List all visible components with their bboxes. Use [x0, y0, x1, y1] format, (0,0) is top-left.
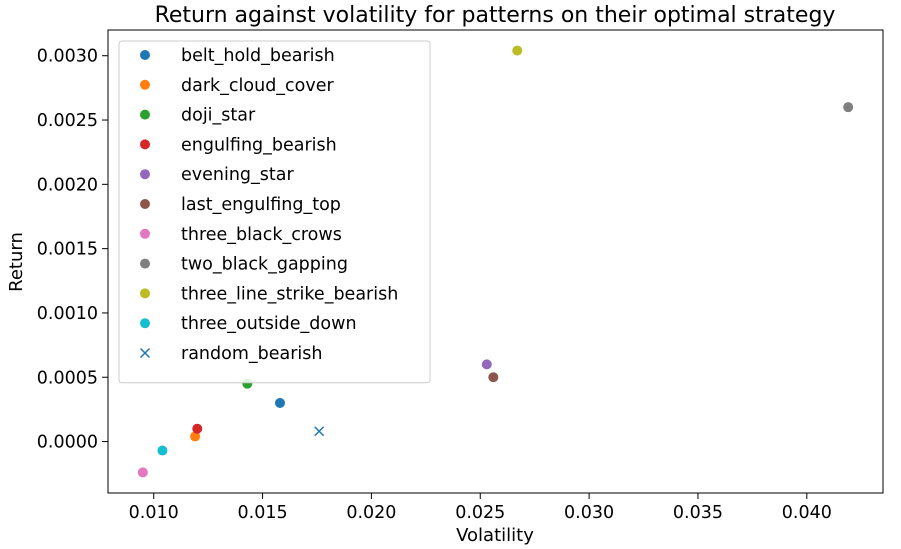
- legend-marker: [140, 318, 150, 329]
- legend-marker: [140, 169, 150, 180]
- legend: belt_hold_bearish dark_cloud_cover doji_st…: [118, 40, 431, 384]
- legend-entry: last_engulfing_top: [181, 195, 341, 215]
- y-axis-label: Return: [6, 232, 27, 292]
- chart-title: Return against volatility for patterns o…: [155, 3, 836, 28]
- legend-entry: three_line_strike_bearish: [181, 284, 398, 304]
- x-tick-label: 0.020: [346, 503, 396, 523]
- x-tick-label: 0.040: [782, 503, 832, 523]
- y-tick-label: 0.0020: [37, 175, 98, 195]
- point-random-bearish: [314, 426, 325, 437]
- legend-entry: three_outside_down: [181, 314, 357, 334]
- legend-marker: [140, 109, 150, 120]
- y-tick-label: 0.0005: [37, 368, 98, 388]
- x-axis-label: Volatility: [456, 525, 534, 546]
- x-axis: 0.010 0.015 0.020 0.025 0.030 0.035 0.040: [129, 493, 832, 523]
- x-tick-label: 0.030: [564, 503, 614, 523]
- point-evening-star: [481, 359, 492, 370]
- legend-entry: belt_hold_bearish: [181, 46, 335, 66]
- legend-entry: two_black_gapping: [181, 255, 348, 275]
- y-axis: 0.0000 0.0005 0.0010 0.0015 0.0020 0.0025 0.00…: [37, 47, 108, 453]
- point-three-outside-down: [157, 445, 168, 456]
- legend-marker: [140, 79, 150, 90]
- point-engulfing-bearish: [192, 423, 203, 434]
- legend-entry: engulfing_bearish: [181, 135, 337, 155]
- legend-entry: evening_star: [181, 165, 294, 185]
- legend-marker: [140, 50, 150, 60]
- legend-marker: [140, 288, 150, 299]
- x-tick-label: 0.035: [673, 503, 723, 523]
- legend-entry: three_black_crows: [181, 225, 342, 245]
- point-three-line-strike-bearish: [512, 45, 523, 56]
- legend-marker: [140, 199, 150, 209]
- y-tick-label: 0.0025: [37, 111, 98, 131]
- x-tick-label: 0.010: [129, 503, 179, 523]
- legend-entry: dark_cloud_cover: [181, 76, 335, 96]
- legend-marker: [140, 258, 150, 269]
- plot-frame: [107, 29, 884, 494]
- point-belt-hold-bearish: [274, 397, 285, 408]
- point-dark-cloud-cover: [190, 431, 201, 442]
- x-tick-label: 0.015: [238, 503, 288, 523]
- y-tick-label: 0.0015: [37, 240, 98, 260]
- point-last-engulfing-top: [488, 372, 499, 383]
- y-tick-label: 0.0000: [37, 433, 98, 453]
- y-tick-label: 0.0010: [37, 304, 98, 324]
- legend-marker: [140, 139, 150, 150]
- legend-entry: doji_star: [181, 106, 256, 126]
- plot-layer: [137, 45, 854, 478]
- point-three-black-crows: [137, 467, 148, 478]
- legend-box: [118, 40, 431, 384]
- point-two-black-gapping: [843, 102, 854, 113]
- x-tick-label: 0.025: [455, 503, 505, 523]
- legend-entry: random_bearish: [181, 344, 323, 364]
- legend-marker: [139, 347, 151, 359]
- y-tick-label: 0.0030: [37, 47, 98, 67]
- legend-marker: [140, 228, 150, 239]
